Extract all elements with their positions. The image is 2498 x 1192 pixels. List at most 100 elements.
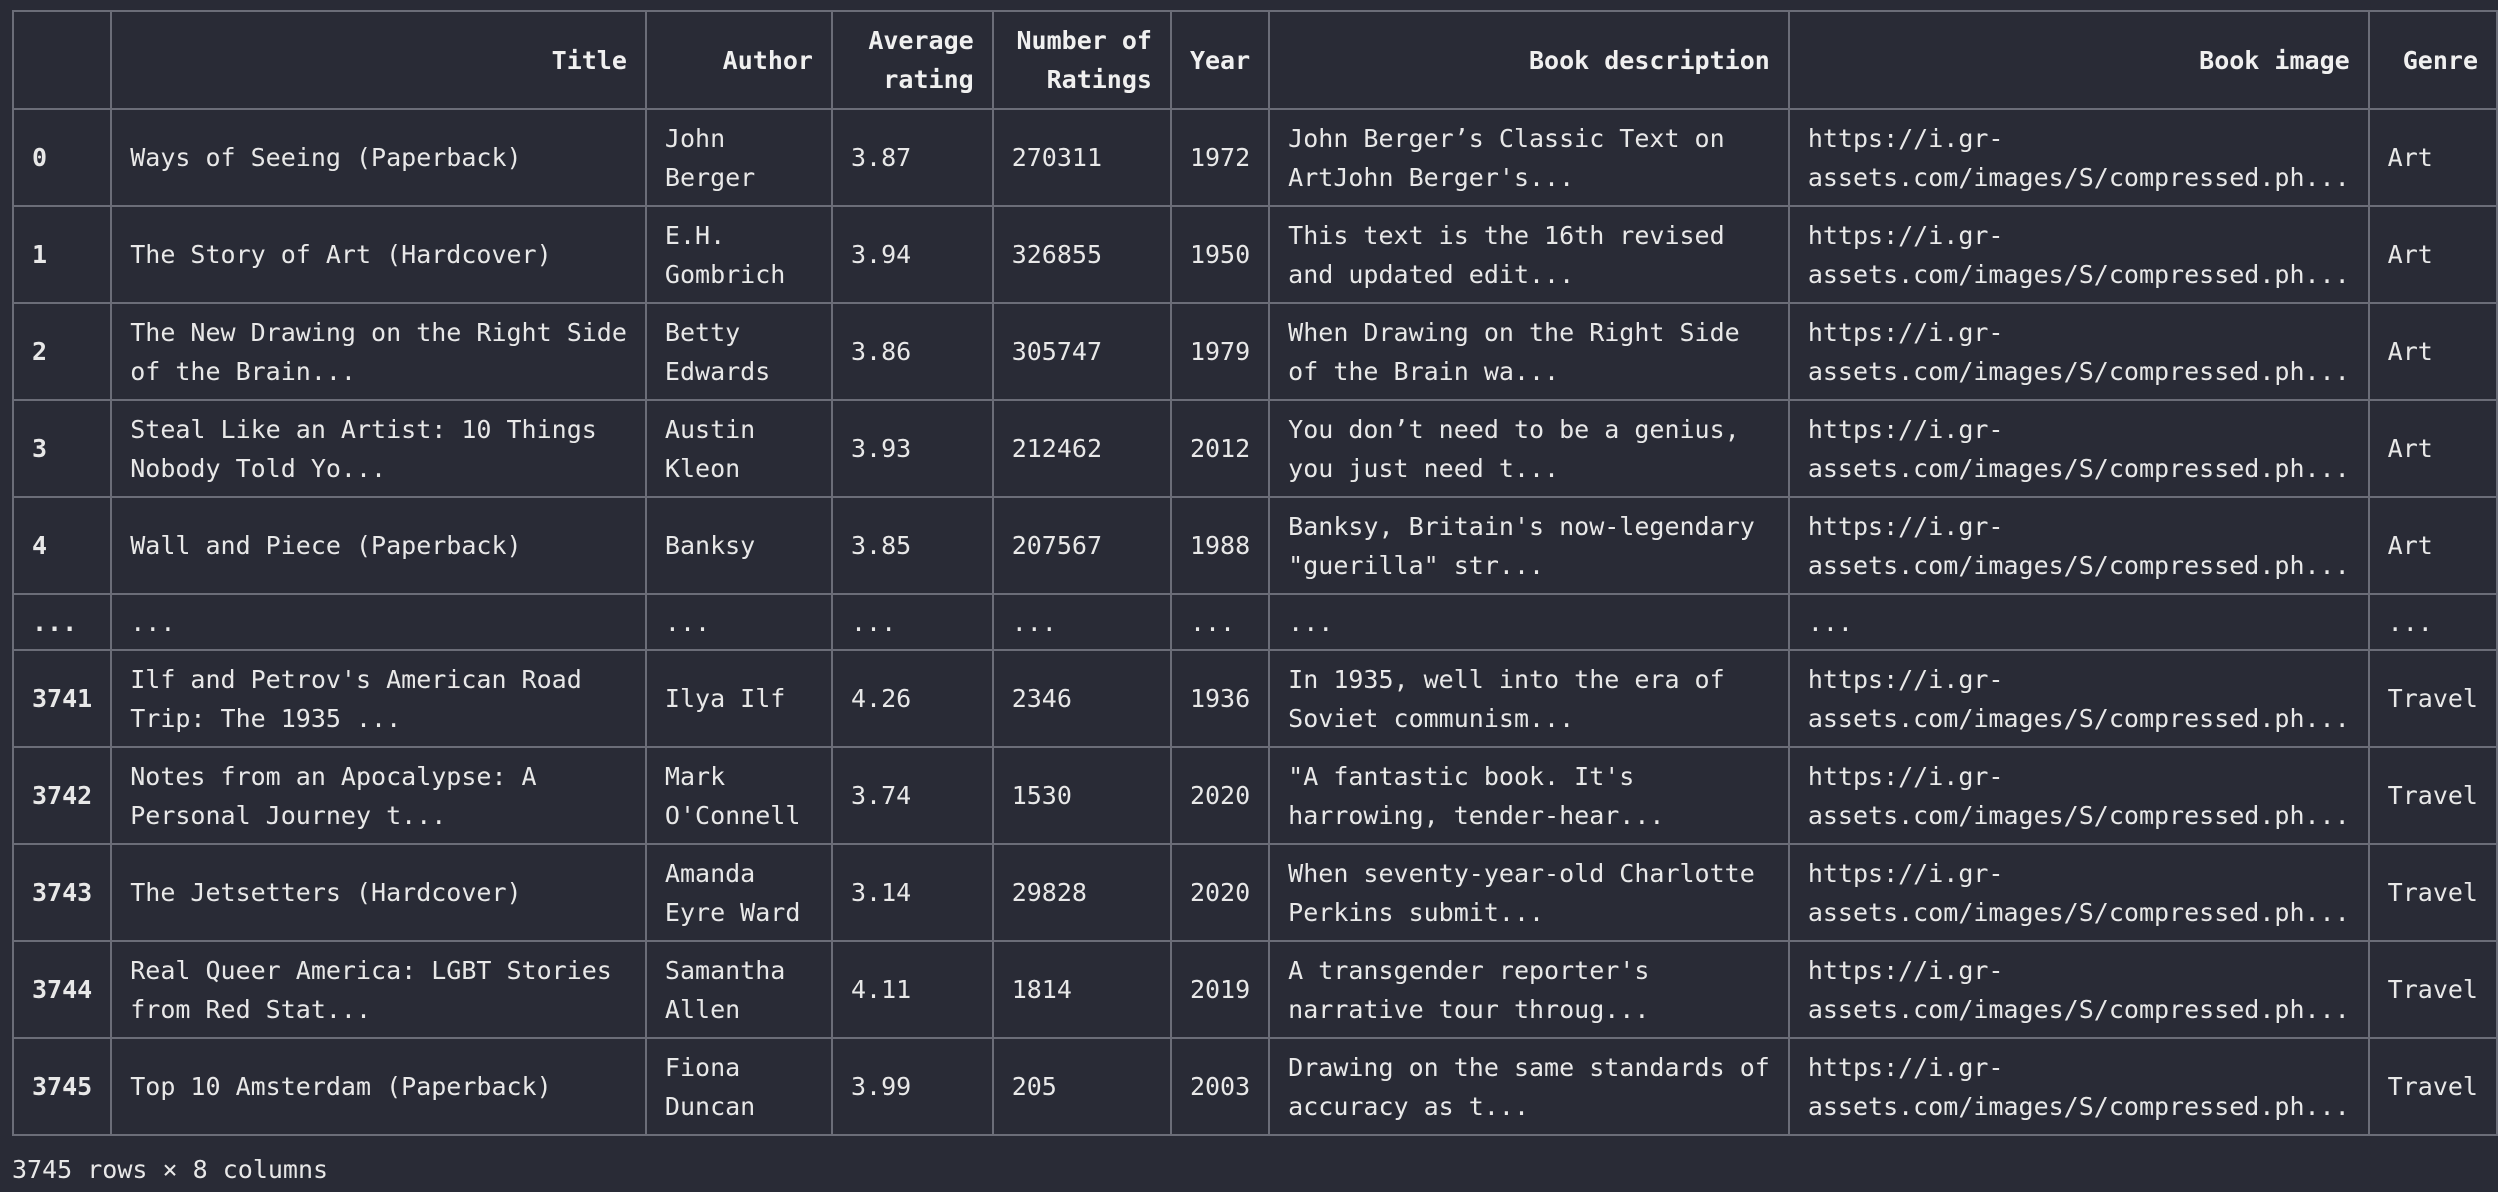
cell-book-image: https://i.gr-assets.com/images/S/compres…: [1787, 399, 2370, 498]
cell-average-rating: 4.26: [830, 649, 994, 748]
row-index: 3742: [11, 746, 113, 845]
cell-author-line-1: Betty: [664, 317, 741, 347]
cell-author-line-1: ...: [664, 607, 711, 637]
cell-book-description: When Drawing on the Right Side of the Bra…: [1268, 302, 1790, 401]
cell-genre: Art: [2367, 205, 2498, 304]
cell-book-description-line-2: and updated edit...: [1288, 259, 1575, 289]
cell-book-image-line-2: assets.com/images/S/compressed.ph...: [1807, 162, 2350, 192]
cell-book-image: https://i.gr-assets.com/images/S/compres…: [1787, 302, 2370, 401]
cell-author: Ilya Ilf: [644, 649, 833, 748]
cell-book-description-line-1: Banksy, Britain's now-legendary: [1288, 511, 1755, 541]
cell-genre: Travel: [2367, 1037, 2498, 1136]
cell-book-image-line-1: https://i.gr-: [1807, 317, 2004, 347]
cell-book-image: https://i.gr-assets.com/images/S/compres…: [1787, 843, 2370, 942]
cell-book-description-line-1: Drawing on the same standards of: [1288, 1052, 1770, 1082]
cell-average-rating: 3.93: [830, 399, 994, 498]
cell-title-line-1: Notes from an Apocalypse: A: [130, 761, 537, 791]
column-header-genre: Genre: [2367, 10, 2498, 110]
cell-author: Betty Edwards: [644, 302, 833, 401]
cell-average-rating: 3.94: [830, 205, 994, 304]
cell-author: John Berger: [644, 108, 833, 207]
cell-book-image-line-2: assets.com/images/S/compressed.ph...: [1807, 259, 2350, 289]
cell-author-line-1: Amanda: [664, 858, 756, 888]
cell-author: Amanda Eyre Ward: [644, 843, 833, 942]
cell-title: Ilf and Petrov's American Road Trip: The …: [110, 649, 647, 748]
cell-author-line-2: Duncan: [664, 1091, 756, 1121]
table-row: 3742 Notes from an Apocalypse: A Personal …: [11, 746, 2498, 845]
cell-genre: Travel: [2367, 940, 2498, 1039]
cell-title-line-1: The Jetsetters (Hardcover): [130, 878, 522, 907]
column-header-average-rating: Average rating: [830, 10, 994, 110]
cell-genre: Art: [2367, 399, 2498, 498]
cell-title: The New Drawing on the Right Side of the …: [110, 302, 647, 401]
column-header-year: Year: [1169, 10, 1271, 110]
cell-book-description: When seventy-year-old Charlotte Perkins s…: [1268, 843, 1790, 942]
cell-genre: Travel: [2367, 843, 2498, 942]
cell-author: ...: [644, 593, 833, 651]
cell-book-image-line-2: assets.com/images/S/compressed.ph...: [1807, 550, 2350, 580]
cell-book-image-line-1: https://i.gr-: [1807, 511, 2004, 541]
cell-book-image: https://i.gr-assets.com/images/S/compres…: [1787, 205, 2370, 304]
cell-genre: Art: [2367, 302, 2498, 401]
cell-author-line-2: Edwards: [664, 356, 771, 386]
cell-author: Austin Kleon: [644, 399, 833, 498]
cell-book-image-line-2: assets.com/images/S/compressed.ph...: [1807, 1091, 2350, 1121]
cell-book-description-line-1: This text is the 16th revised: [1288, 220, 1725, 250]
cell-genre: Art: [2367, 108, 2498, 207]
cell-book-image-line-2: assets.com/images/S/compressed.ph...: [1807, 897, 2350, 927]
cell-book-description: You don’t need to be a genius, you just n…: [1268, 399, 1790, 498]
cell-title-line-1: ...: [130, 607, 176, 637]
cell-title-line-1: Top 10 Amsterdam (Paperback): [130, 1072, 552, 1101]
cell-average-rating: 3.87: [830, 108, 994, 207]
cell-book-description: A transgender reporter's narrative tour t…: [1268, 940, 1790, 1039]
table-row: 3743 The Jetsetters (Hardcover) Amanda Eyre…: [11, 843, 2498, 942]
cell-book-image: https://i.gr-assets.com/images/S/compres…: [1787, 746, 2370, 845]
cell-author-line-2: Eyre Ward: [664, 897, 801, 927]
cell-book-description-line-2: of the Brain wa...: [1288, 356, 1560, 386]
cell-average-rating: ...: [830, 593, 994, 651]
cell-title-line-1: Wall and Piece (Paperback): [130, 531, 522, 560]
cell-book-description: This text is the 16th revised and updated…: [1268, 205, 1790, 304]
row-index: 0: [11, 108, 113, 207]
column-header-book-image: Book image: [1787, 10, 2370, 110]
cell-author-line-2: Berger: [664, 162, 756, 192]
cell-book-image-line-1: https://i.gr-: [1807, 664, 2004, 694]
cell-book-description-line-2: ArtJohn Berger's...: [1288, 162, 1575, 192]
cell-book-description: In 1935, well into the era of Soviet comm…: [1268, 649, 1790, 748]
cell-author-line-2: Allen: [664, 994, 741, 1024]
cell-author-line-1: John: [664, 123, 726, 153]
cell-author-line-2: Kleon: [664, 453, 741, 483]
cell-year: 2019: [1169, 940, 1271, 1039]
cell-year: 2003: [1169, 1037, 1271, 1136]
cell-genre: Art: [2367, 496, 2498, 595]
dataframe-shape-footer: 3745 rows × 8 columns: [12, 1155, 329, 1184]
cell-book-description-line-1: "A fantastic book. It's: [1288, 761, 1635, 791]
cell-title: The Story of Art (Hardcover): [110, 205, 647, 304]
cell-title: Ways of Seeing (Paperback): [110, 108, 647, 207]
cell-average-rating: 3.85: [830, 496, 994, 595]
cell-author-line-1: E.H.: [664, 220, 726, 250]
cell-genre: Travel: [2367, 746, 2498, 845]
cell-title-line-2: Nobody Told Yo...: [130, 453, 387, 483]
cell-title-line-1: The Story of Art (Hardcover): [130, 240, 552, 269]
cell-book-image: https://i.gr-assets.com/images/S/compres…: [1787, 649, 2370, 748]
table-row-ellipsis: ...........................: [11, 593, 2498, 651]
cell-year: 1936: [1169, 649, 1271, 748]
cell-title-line-1: Steal Like an Artist: 10 Things: [130, 414, 597, 444]
cell-author-line-2: O'Connell: [664, 800, 801, 830]
cell-book-description-line-1: In 1935, well into the era of: [1288, 664, 1725, 694]
cell-book-image-line-2: assets.com/images/S/compressed.ph...: [1807, 453, 2350, 483]
cell-author-line-1: Samantha: [664, 955, 786, 985]
cell-book-image-line-1: https://i.gr-: [1807, 955, 2004, 985]
cell-book-image: https://i.gr-assets.com/images/S/compres…: [1787, 1037, 2370, 1136]
cell-book-image-line-1: https://i.gr-: [1807, 123, 2004, 153]
cell-number-of-ratings: 326855: [991, 205, 1172, 304]
cell-book-image: ...: [1787, 593, 2370, 651]
cell-book-description-line-2: harrowing, tender-hear...: [1288, 800, 1665, 830]
cell-year: 1988: [1169, 496, 1271, 595]
column-header-title: Title: [110, 10, 647, 110]
table-body: 0 Ways of Seeing (Paperback) John Berger 3.8…: [11, 108, 2498, 1136]
cell-number-of-ratings: 212462: [991, 399, 1172, 498]
cell-year: 1979: [1169, 302, 1271, 401]
cell-genre: ...: [2367, 593, 2498, 651]
